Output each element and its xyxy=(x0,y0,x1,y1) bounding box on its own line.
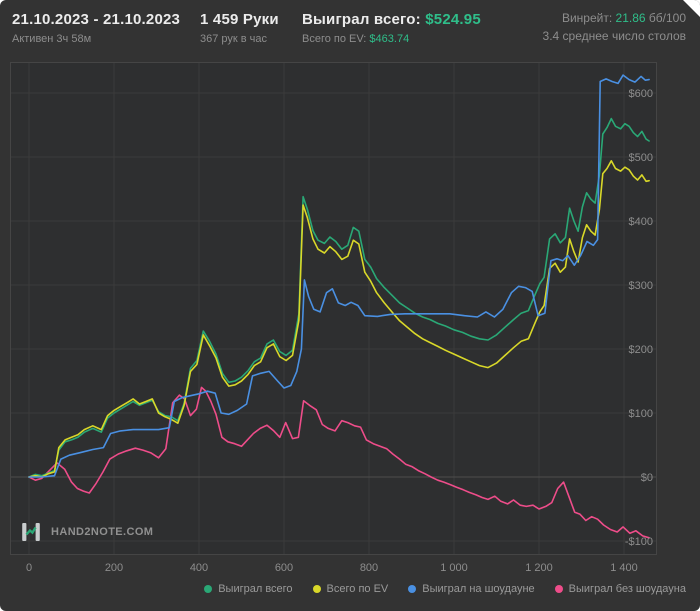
legend-item-showdown[interactable]: Выиграл на шоудауне xyxy=(408,583,535,595)
legend-label-ev: Всего по EV xyxy=(326,583,389,595)
svg-text:800: 800 xyxy=(360,562,378,574)
svg-text:600: 600 xyxy=(275,562,293,574)
window-corner-fold xyxy=(683,0,700,17)
legend-dot-showdown xyxy=(408,585,417,593)
svg-text:$400: $400 xyxy=(629,216,653,228)
chart-legend: Выиграл всего Всего по EV Выиграл на шоу… xyxy=(204,583,686,595)
svg-text:$500: $500 xyxy=(629,152,653,164)
svg-text:400: 400 xyxy=(190,562,208,574)
legend-dot-non-showdown xyxy=(554,585,563,593)
active-time: Активен 3ч 58м xyxy=(12,33,92,45)
winrate-value: 21.86 xyxy=(615,11,646,25)
winnings-block: Выиграл всего: $524.95 Всего по EV: $463… xyxy=(302,11,481,45)
hands-per-hour: 367 рук в час xyxy=(200,33,268,45)
winrate-unit: бб/100 xyxy=(648,11,686,25)
svg-text:1 200: 1 200 xyxy=(525,562,553,574)
date-block: 21.10.2023 - 21.10.2023 Активен 3ч 58м xyxy=(12,11,200,45)
winrate-block: Винрейт: 21.86 бб/100 3.4 среднее число … xyxy=(543,11,686,45)
legend-label-showdown: Выиграл на шоудауне xyxy=(422,583,535,595)
svg-text:$100: $100 xyxy=(629,408,653,420)
hand2note-logo: HAND2NOTE.COM xyxy=(19,520,153,544)
date-range: 21.10.2023 - 21.10.2023 xyxy=(12,11,181,28)
svg-text:0: 0 xyxy=(26,562,32,574)
legend-item-ev[interactable]: Всего по EV xyxy=(312,583,389,595)
hand2note-logo-icon xyxy=(22,523,40,541)
legend-item-non-showdown[interactable]: Выиграл без шоудауна xyxy=(554,583,686,595)
avg-tables: 3.4 среднее число столов xyxy=(542,29,686,43)
legend-item-total-won[interactable]: Выиграл всего xyxy=(204,583,293,595)
session-stats-header: 21.10.2023 - 21.10.2023 Активен 3ч 58м 1… xyxy=(0,0,700,45)
legend-label-non-showdown: Выиграл без шоудауна xyxy=(568,583,686,595)
won-total-label: Выиграл всего: xyxy=(302,11,421,28)
svg-text:200: 200 xyxy=(105,562,123,574)
svg-text:$0: $0 xyxy=(641,472,653,484)
ev-total-value: $463.74 xyxy=(369,33,410,45)
legend-dot-total-won xyxy=(204,585,213,593)
winrate-label: Винрейт: xyxy=(561,11,613,25)
logo-text: HAND2NOTE.COM xyxy=(51,526,154,538)
svg-text:$300: $300 xyxy=(629,280,653,292)
won-total-value: $524.95 xyxy=(425,11,481,28)
svg-text:-$100: -$100 xyxy=(625,536,653,548)
svg-text:1 000: 1 000 xyxy=(440,562,468,574)
legend-label-total-won: Выиграл всего xyxy=(218,583,293,595)
svg-text:$200: $200 xyxy=(629,344,653,356)
hands-count: 1 459 Руки xyxy=(200,11,279,28)
svg-text:1 400: 1 400 xyxy=(610,562,638,574)
ev-total-label: Всего по EV: xyxy=(302,33,367,45)
svg-text:$600: $600 xyxy=(629,88,653,100)
results-graph-svg[interactable]: 0 200 400 600 800 1 000 1 200 1 400 $600 $500 $400… xyxy=(10,62,690,586)
legend-dot-ev xyxy=(312,585,321,593)
hands-block: 1 459 Руки 367 рук в час xyxy=(200,11,302,45)
results-graph-panel[interactable]: 0 200 400 600 800 1 000 1 200 1 400 $600 $500 $400… xyxy=(10,62,690,586)
